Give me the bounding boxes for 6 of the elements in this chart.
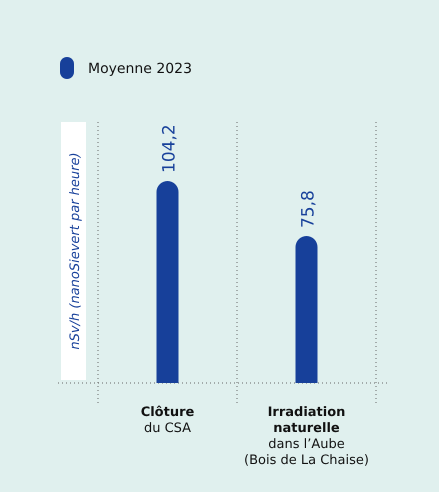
legend-label: Moyenne 2023 [88, 61, 192, 77]
x-tick-label: Clôture du CSA [140, 405, 194, 436]
y-axis-title: nSv/h (nanoSievert par heure) [68, 152, 83, 350]
data-label: 104,2 [160, 124, 180, 173]
data-label: 75,8 [298, 190, 318, 228]
x-tick-label: Irradiation naturelle dans l’Aube (Bois de La Chaise) [244, 405, 369, 468]
